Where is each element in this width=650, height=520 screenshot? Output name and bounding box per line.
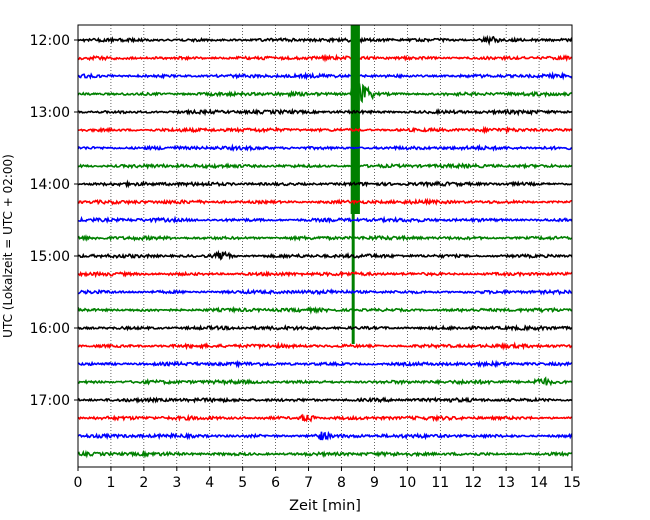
x-axis-label: Zeit [min] [289,498,361,514]
trace-1645 [78,376,572,387]
x-tick-label: 0 [74,475,83,491]
x-tick-label: 4 [205,475,214,491]
x-tick-label: 5 [238,475,247,491]
x-tick-label: 3 [172,475,181,491]
x-tick-label: 10 [398,475,416,491]
x-tick-label: 9 [370,475,379,491]
y-axis-label: UTC (Lokalzeit = UTC + 02:00) [1,154,15,338]
trace-1515 [78,270,572,279]
x-tick-label: 7 [304,475,313,491]
trace-1500 [78,249,572,261]
trace-1330 [78,143,572,152]
trace-1745 [78,449,572,459]
x-tick-label: 6 [271,475,280,491]
x-tick-label: 1 [106,475,115,491]
trace-1300 [78,107,572,117]
y-tick-label: 12:00 [30,33,70,49]
trace-1430 [78,215,572,224]
x-tick-label: 13 [497,475,515,491]
x-axis-ticks: 0 1 2 3 4 5 6 7 8 9 10 11 12 13 14 15 [74,467,581,491]
y-tick-label: 17:00 [30,393,70,409]
trace-1245 [78,83,572,108]
trace-1730 [78,430,572,441]
trace-1530 [78,288,572,296]
plot-background [78,25,572,467]
trace-1630 [78,359,572,369]
trace-1345 [78,162,572,170]
trace-1715 [78,413,572,423]
trace-1600 [78,323,572,332]
event-spike-tail [351,94,355,344]
x-tick-label: 8 [337,475,346,491]
event-spike-band [350,25,360,214]
x-tick-label: 11 [431,475,449,491]
trace-1700 [78,396,572,404]
trace-1200 [78,34,572,46]
plot-frame [77,24,573,468]
trace-1315 [78,125,572,135]
trace-1215 [78,53,572,63]
trace-1445 [78,234,572,242]
x-tick-label: 12 [464,475,482,491]
x-tick-label: 2 [139,475,148,491]
trace-1400 [78,179,572,189]
y-tick-label: 14:00 [30,177,70,193]
y-tick-label: 13:00 [30,105,70,121]
y-tick-label: 16:00 [30,321,70,337]
trace-1230 [78,70,572,81]
trace-1415 [78,197,572,206]
seismic-traces [78,25,572,459]
trace-1615 [78,341,572,351]
x-tick-label: 14 [530,475,548,491]
x-tick-label: 15 [563,475,581,491]
y-tick-label: 15:00 [30,249,70,265]
trace-1545 [78,305,572,315]
y-axis-ticks: 12:00 13:00 14:00 15:00 16:00 17:00 [30,33,78,409]
